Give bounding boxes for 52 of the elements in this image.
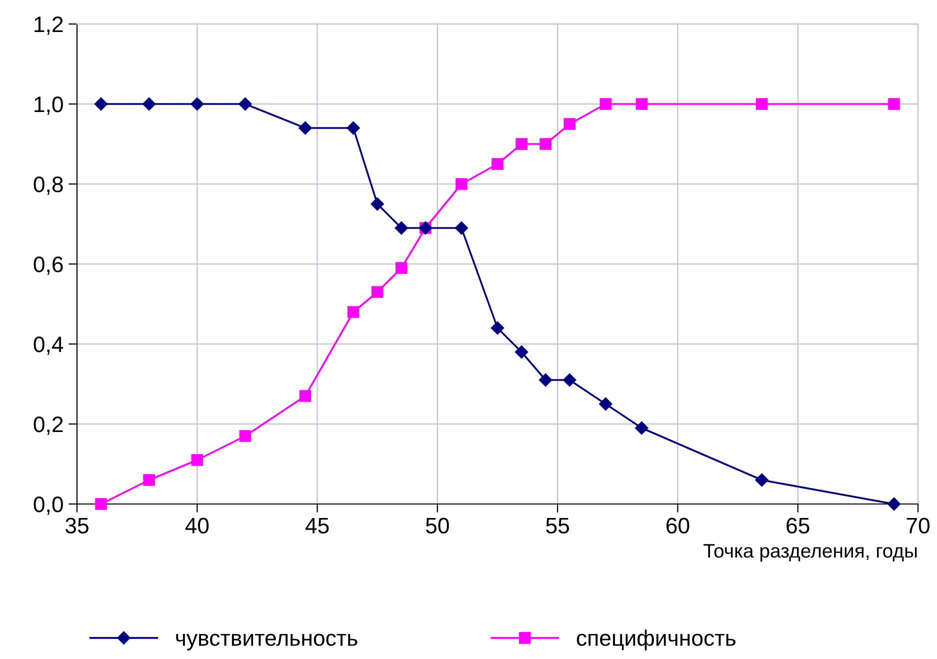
y-tick-label: 0,6 xyxy=(34,256,63,275)
y-tick-label: 0,8 xyxy=(34,176,63,195)
x-tick-label: 45 xyxy=(305,518,329,534)
x-tick-label: 35 xyxy=(65,518,88,534)
x-tick-label: 65 xyxy=(786,518,810,534)
y-tick-label: 1,0 xyxy=(34,96,63,115)
point xyxy=(394,221,408,235)
point xyxy=(142,97,156,111)
y-tick-label: 1,2 xyxy=(34,16,63,35)
point xyxy=(454,221,468,235)
point xyxy=(299,390,312,402)
point xyxy=(298,121,312,135)
y-tick-label: 0,4 xyxy=(34,336,64,355)
y-tick-label: 0,2 xyxy=(34,416,63,435)
point xyxy=(94,97,108,111)
point xyxy=(239,430,252,442)
point xyxy=(95,498,107,510)
point xyxy=(371,286,384,298)
point xyxy=(238,97,252,111)
point xyxy=(756,98,768,110)
y-tick-label: 0,0 xyxy=(34,496,63,515)
point xyxy=(370,197,384,211)
point xyxy=(600,98,612,110)
point xyxy=(887,497,901,511)
point xyxy=(538,373,552,387)
point xyxy=(514,345,528,359)
point xyxy=(563,373,576,387)
point xyxy=(635,421,648,435)
point xyxy=(346,121,360,135)
x-tick-label: 60 xyxy=(666,518,690,534)
point xyxy=(599,397,612,411)
point xyxy=(636,98,648,110)
legend-label: специфичность xyxy=(576,630,736,650)
x-tick-label: 55 xyxy=(546,518,569,534)
point xyxy=(395,262,408,274)
point xyxy=(456,178,468,190)
x-tick-label: 40 xyxy=(185,518,209,534)
point xyxy=(755,473,768,487)
point xyxy=(490,321,504,335)
point xyxy=(191,454,204,466)
point xyxy=(516,138,528,150)
point xyxy=(347,306,360,318)
x-axis-title: Точка разделения, годы xyxy=(704,544,917,562)
legend-label: чувствительность xyxy=(176,634,358,650)
point xyxy=(888,98,900,110)
point xyxy=(540,138,552,150)
point xyxy=(564,118,576,130)
x-tick-label: 70 xyxy=(906,518,930,534)
x-tick-label: 50 xyxy=(426,518,449,534)
point xyxy=(492,158,504,170)
point xyxy=(143,474,155,486)
point xyxy=(190,97,204,111)
